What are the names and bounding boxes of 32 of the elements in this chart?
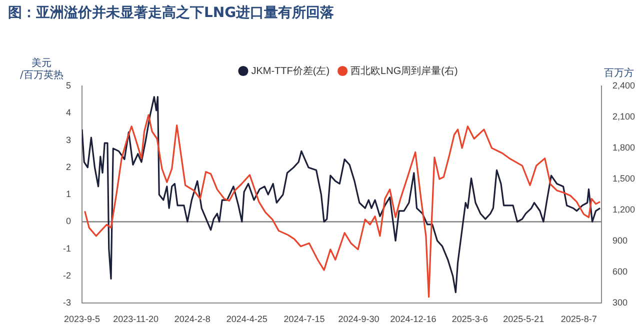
x-tick-label: 2023-11-20 (113, 314, 158, 324)
y-tick-label: 5 (66, 80, 71, 90)
x-tick-label: 2025-3-6 (452, 314, 488, 324)
y-tick-label: 4 (66, 108, 71, 118)
y2-tick-label: 900 (612, 236, 628, 246)
y2-tick-label: 300 (612, 298, 628, 308)
legend-label: JKM-TTF价差(左) (251, 64, 330, 77)
y2-tick-label: 1,800 (612, 142, 636, 153)
x-tick-label: 2024-2-8 (174, 314, 210, 324)
y2-tick-label: 2,400 (612, 80, 636, 90)
y2-tick-label: 600 (612, 266, 628, 277)
x-tick-label: 2024-9-30 (338, 314, 380, 324)
legend-label: 西北欧LNG周到岸量(右) (350, 64, 458, 77)
y2-tick-label: 1,500 (612, 174, 636, 184)
x-tick-label: 2023-9-5 (64, 314, 100, 324)
x-tick-label: 2024-12-16 (390, 314, 436, 324)
y-tick-label: 2 (66, 162, 71, 172)
y2-axis-title: 百万方 (604, 66, 634, 80)
y2-tick-label: 1,200 (612, 204, 636, 215)
x-tick-label: 2025-5-21 (503, 314, 544, 324)
y2-tick-label: 2,100 (612, 112, 636, 122)
y-tick-label: -1 (62, 243, 71, 254)
x-tick-label: 2024-7-15 (284, 314, 325, 324)
x-tick-label: 2024-4-25 (226, 314, 268, 324)
y-tick-label: -3 (62, 298, 71, 308)
y-axis-title: 美元/百万英热 (20, 58, 64, 82)
y-tick-label: -2 (62, 270, 71, 281)
chart-title: 图：亚洲溢价并未显著走高之下LNG进口量有所回落 (8, 4, 334, 22)
y-tick-label: 1 (66, 189, 71, 200)
y-tick-label: 3 (66, 134, 71, 145)
y-tick-label: 0 (66, 216, 71, 226)
x-tick-label: 2025-8-7 (560, 314, 597, 324)
